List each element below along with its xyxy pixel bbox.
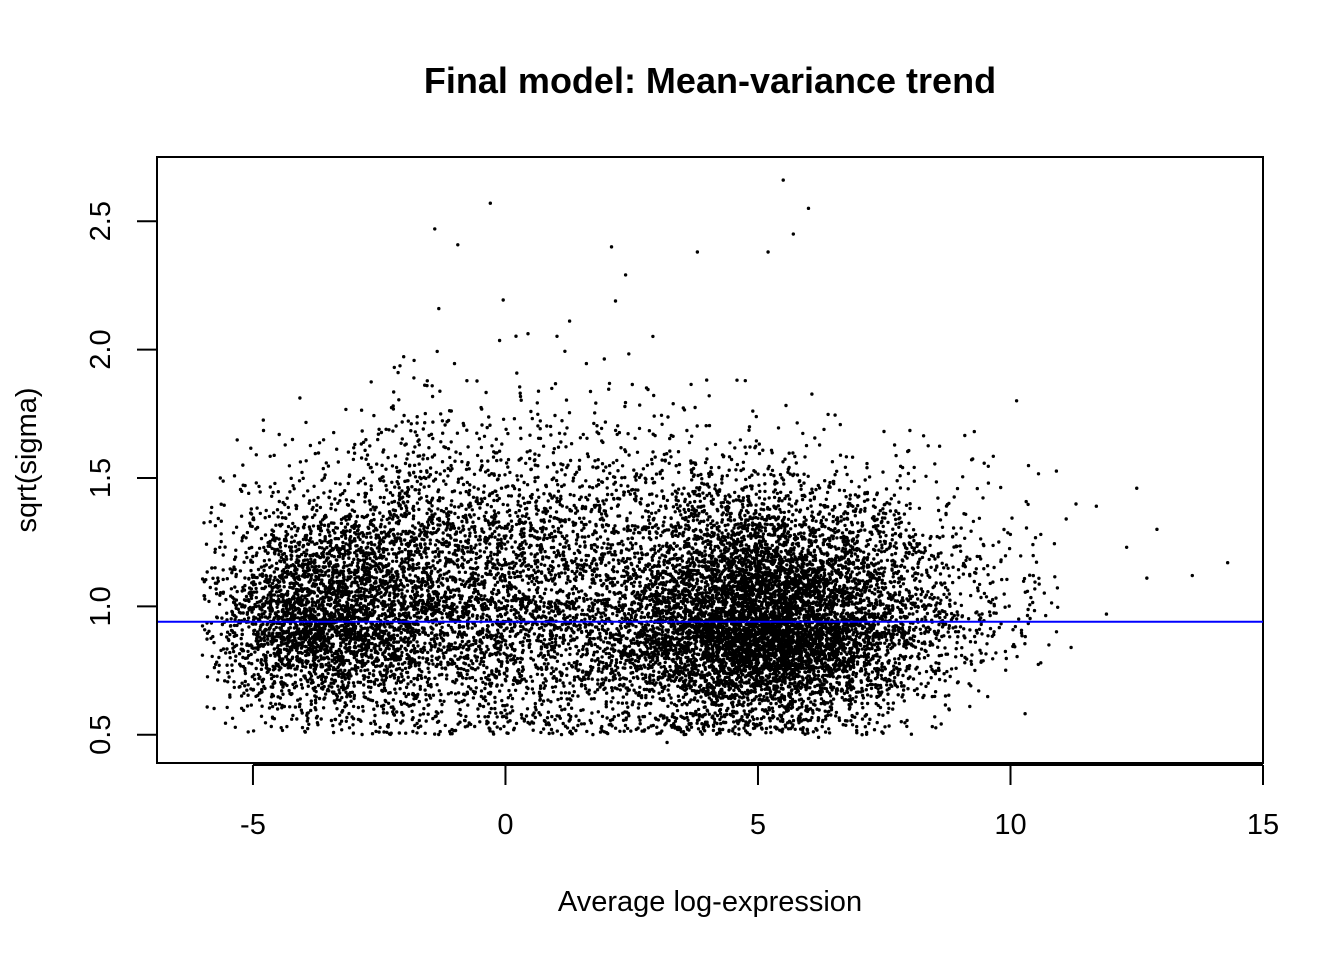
y-axis-label: sqrt(sigma) — [11, 387, 43, 532]
scatter-point — [816, 735, 821, 740]
y-axis: 0.5 1.0 1.5 2.0 2.5 — [85, 201, 158, 755]
x-tick-label: 0 — [497, 809, 513, 841]
y-tick-label: 2.5 — [85, 201, 117, 241]
chart-title: Final model: Mean-variance trend — [424, 60, 996, 101]
scatter-point — [200, 653, 205, 657]
scatter-point — [665, 740, 669, 745]
x-axis: -5 0 5 10 15 — [240, 764, 1279, 841]
scatter-point — [1124, 545, 1129, 550]
y-tick-label: 1.0 — [85, 586, 117, 626]
scatter-point — [806, 206, 811, 211]
x-tick-label: -5 — [240, 809, 266, 841]
x-tick-label: 5 — [750, 809, 766, 841]
scatter-point — [433, 227, 437, 231]
scatter-point — [1135, 486, 1139, 490]
x-tick-label: 15 — [1247, 809, 1279, 841]
scatter-point-cloud — [200, 243, 1078, 737]
scatter-point — [1039, 661, 1043, 665]
x-axis-label: Average log-expression — [558, 886, 862, 918]
scatter-point — [1190, 573, 1194, 578]
scatter-point — [781, 178, 785, 182]
scatter-point — [791, 232, 796, 236]
scatter-point — [1104, 612, 1109, 616]
x-tick-label: 10 — [994, 809, 1026, 841]
scatter-point — [1155, 527, 1159, 532]
scatter-point — [609, 245, 614, 249]
scatter-point — [1094, 504, 1099, 508]
y-tick-label: 1.5 — [85, 458, 117, 498]
scatter-point — [488, 201, 493, 205]
y-tick-label: 2.0 — [85, 329, 117, 369]
scatter-point — [933, 715, 937, 719]
scatter-point — [1145, 576, 1149, 580]
scatter-point — [695, 250, 700, 254]
scatter-point — [1069, 645, 1073, 650]
points-layer — [200, 178, 1230, 745]
scatter-point — [241, 463, 245, 467]
y-tick-label: 0.5 — [85, 715, 117, 755]
scatter-point — [766, 250, 770, 254]
scatter-point — [1225, 561, 1230, 565]
